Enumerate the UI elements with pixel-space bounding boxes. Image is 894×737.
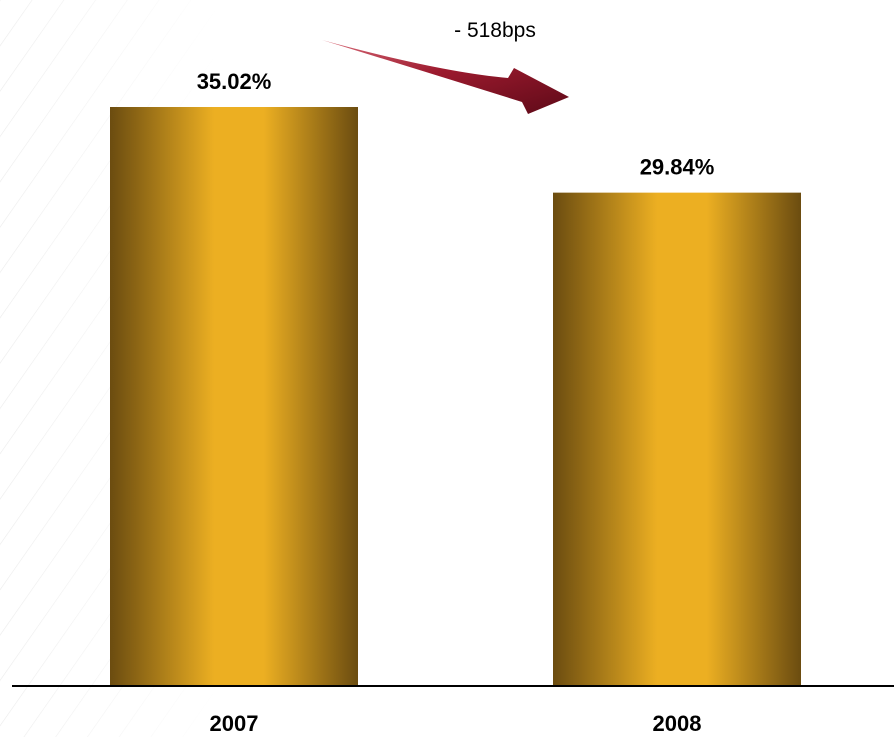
value-label-2007: 35.02%	[197, 69, 272, 94]
value-label-2008: 29.84%	[640, 155, 715, 180]
bars-group: 35.02% 2007 29.84% 2008	[110, 69, 801, 736]
change-arrow-icon	[322, 40, 569, 114]
bar-2008	[553, 192, 801, 686]
category-label-2007: 2007	[210, 711, 259, 736]
change-annotation: - 518bps	[454, 19, 536, 42]
category-label-2008: 2008	[653, 711, 702, 736]
bar-2007	[110, 107, 358, 686]
